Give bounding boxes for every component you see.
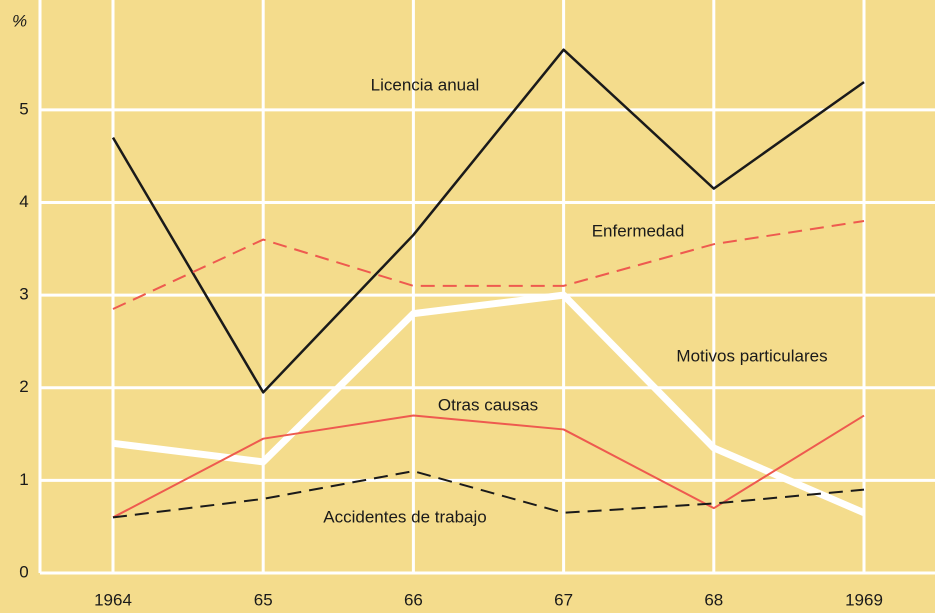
y-tick-label: 4: [19, 192, 28, 211]
y-tick-label: 0: [19, 562, 28, 581]
x-tick-label: 68: [704, 590, 723, 609]
series-line: [112, 291, 866, 517]
y-tick-label: 2: [19, 377, 28, 396]
y-tick-label: 5: [19, 99, 28, 118]
x-tick-label: 66: [404, 590, 423, 609]
y-tick-label: 1: [19, 470, 28, 489]
x-tick-label: 1969: [845, 590, 883, 609]
series-label: Accidentes de trabajo: [323, 507, 487, 526]
x-tick-label: 65: [254, 590, 273, 609]
x-tick-label: 1964: [94, 590, 132, 609]
series-label: Licencia anual: [371, 75, 480, 94]
series-line: [111, 48, 865, 394]
series-line: [112, 470, 865, 519]
series-line: [112, 414, 865, 519]
series-label: Motivos particulares: [676, 346, 827, 365]
y-axis-label: %: [12, 11, 27, 30]
series-label: Enfermedad: [592, 221, 685, 240]
y-tick-label: 3: [19, 285, 28, 304]
x-tick-label: 67: [554, 590, 573, 609]
series-label: Otras causas: [438, 395, 538, 414]
series-line: [112, 220, 865, 310]
